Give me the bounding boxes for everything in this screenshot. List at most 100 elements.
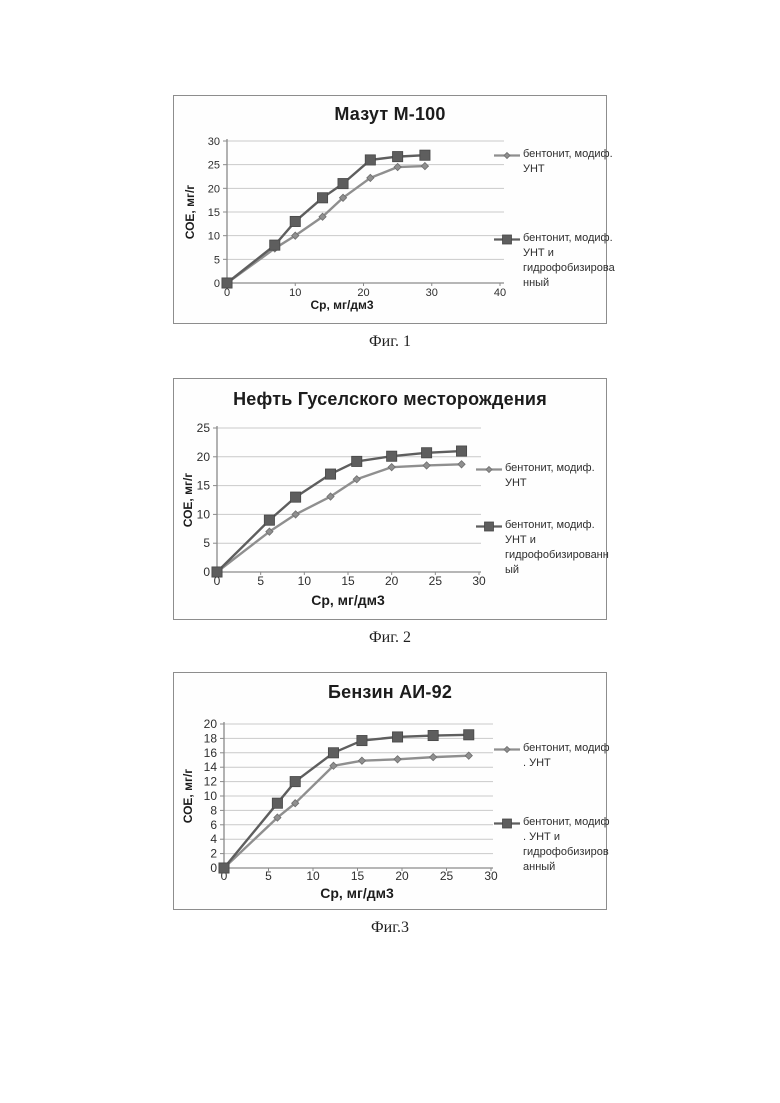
- x-tick-label: 30: [426, 287, 438, 299]
- diamond-marker: [291, 231, 300, 240]
- x-axis-title: Ср, мг/дм3: [310, 298, 374, 312]
- y-tick-label: 5: [203, 536, 210, 550]
- y-tick-label: 2: [210, 847, 217, 861]
- series-line-square: [225, 154, 427, 285]
- diamond-marker: [326, 492, 335, 501]
- series-line-square: [215, 449, 463, 574]
- y-tick-label: 10: [204, 789, 218, 803]
- x-tick-label: 15: [341, 574, 355, 588]
- x-tick-label: 30: [484, 869, 498, 883]
- square-marker: [386, 450, 398, 462]
- square-marker: [290, 491, 302, 503]
- x-tick-label: 10: [289, 287, 301, 299]
- x-tick-label: 10: [298, 574, 312, 588]
- square-marker: [325, 468, 337, 480]
- square-marker: [419, 149, 431, 161]
- x-tick-label: 5: [257, 574, 264, 588]
- square-marker: [327, 747, 339, 759]
- y-tick-label: 10: [208, 231, 220, 243]
- diamond-marker: [428, 752, 438, 762]
- square-marker: [218, 862, 230, 874]
- chart-title: Бензин АИ-92: [327, 682, 453, 702]
- x-tick-label: 0: [214, 574, 221, 588]
- y-tick-label: 20: [204, 717, 218, 731]
- x-tick-label: 0: [224, 287, 230, 299]
- x-tick-label: 10: [306, 869, 320, 883]
- square-marker: [317, 192, 329, 204]
- y-tick-label: 15: [208, 207, 220, 219]
- square-marker: [221, 277, 233, 289]
- square-marker: [289, 776, 301, 788]
- x-tick-label: 0: [221, 869, 228, 883]
- y-tick-label: 5: [214, 254, 220, 266]
- square-marker: [356, 735, 368, 747]
- x-axis-title: Ср, мг/дм3: [311, 592, 385, 608]
- y-tick-label: 25: [197, 421, 211, 435]
- y-tick-label: 0: [214, 278, 220, 290]
- x-tick-label: 20: [357, 287, 369, 299]
- diamond-marker: [291, 510, 300, 519]
- chart-title: Нефть Гуселского месторождения: [233, 389, 547, 409]
- diamond-marker: [357, 756, 367, 765]
- x-tick-label: 25: [440, 869, 454, 883]
- square-marker: [392, 731, 404, 743]
- y-tick-label: 12: [204, 775, 218, 789]
- diamond-marker: [318, 212, 327, 221]
- figure-caption: Фиг. 1: [369, 333, 411, 350]
- diamond-marker: [393, 162, 402, 172]
- diamond-marker: [291, 799, 300, 808]
- square-marker: [364, 154, 376, 166]
- square-marker: [427, 730, 439, 742]
- diamond-marker: [464, 751, 473, 760]
- figure-3: Бензин АИ-92 СОЕ, мг/г 0 2 4 6 8 10 12 14 16 18 20…: [173, 672, 610, 937]
- y-tick-label: 8: [210, 803, 217, 817]
- y-tick-label: 0: [210, 861, 217, 875]
- square-marker: [211, 566, 223, 578]
- y-tick-label: 0: [203, 565, 210, 579]
- figure-1: Мазут М-100 СОЕ, мг/г 0 5 10 15 20 25 30 0 10 20 3…: [173, 95, 615, 351]
- square-marker: [463, 729, 475, 741]
- diamond-marker: [422, 461, 431, 470]
- square-marker: [456, 445, 468, 457]
- y-tick-label: 14: [204, 760, 218, 774]
- square-marker: [289, 215, 301, 227]
- diamond-marker: [352, 475, 361, 484]
- y-tick-label: 6: [210, 818, 217, 832]
- y-tick-label: 20: [208, 183, 220, 195]
- figure-caption: Фиг.3: [371, 919, 409, 936]
- y-tick-label: 15: [197, 479, 211, 493]
- series-line-diamond: [222, 754, 470, 870]
- square-marker: [351, 455, 363, 467]
- figure-2: Нефть Гуселского месторождения СОЕ, мг/г…: [173, 378, 609, 647]
- plot-area: 0 5 10 15 20 25 0 5 10 15 20 25 30: [197, 421, 486, 588]
- series-line-diamond: [225, 164, 427, 285]
- y-tick-label: 4: [210, 832, 217, 846]
- y-tick-label: 30: [208, 136, 220, 148]
- y-tick-label: 16: [204, 746, 218, 760]
- plot-area: 0 5 10 15 20 25 30 0 10 20 30 40: [208, 136, 506, 299]
- square-marker: [271, 797, 283, 809]
- x-tick-label: 40: [494, 287, 506, 299]
- y-tick-label: 10: [197, 507, 211, 521]
- diamond-marker: [273, 813, 282, 822]
- x-tick-label: 5: [265, 869, 272, 883]
- chart-title: Мазут М-100: [334, 104, 446, 124]
- square-marker: [392, 151, 404, 163]
- square-marker: [337, 178, 349, 190]
- square-marker: [263, 514, 275, 526]
- diamond-marker: [329, 761, 338, 770]
- square-marker: [421, 447, 433, 459]
- x-tick-label: 15: [351, 869, 365, 883]
- diamond-marker: [393, 755, 402, 764]
- x-tick-label: 20: [385, 574, 399, 588]
- diamond-marker: [366, 173, 375, 183]
- diamond-marker: [387, 463, 396, 472]
- chart-mazut-m100: Мазут М-100 СОЕ, мг/г 0 5 10 15 20 25 30 0 10 20 3…: [173, 95, 615, 324]
- x-axis-title: Ср, мг/дм3: [320, 885, 394, 901]
- x-tick-label: 20: [395, 869, 409, 883]
- series-line-diamond: [215, 463, 463, 574]
- diamond-marker: [457, 460, 466, 469]
- chart-neft-guselskogo: Нефть Гуселского месторождения СОЕ, мг/г…: [173, 378, 609, 620]
